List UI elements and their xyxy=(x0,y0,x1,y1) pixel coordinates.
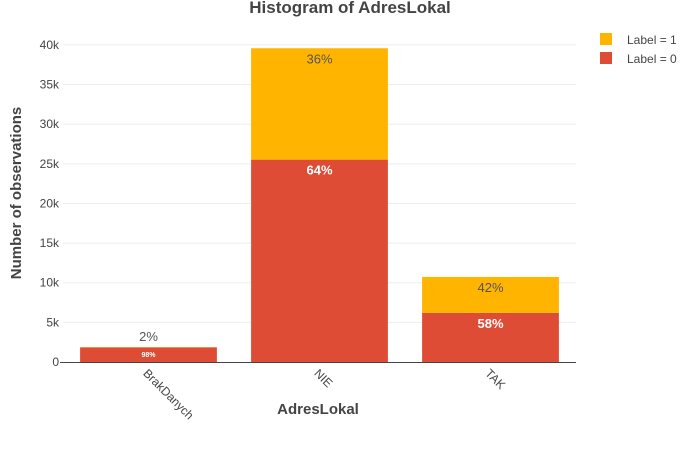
data-label: 36% xyxy=(306,51,332,66)
y-tick-label: 10k xyxy=(40,276,60,290)
data-label: 2% xyxy=(139,329,158,344)
y-axis: 0 5k 10k 15k 20k 25k 30k 35k 40k xyxy=(40,38,60,369)
y-tick-label: 40k xyxy=(40,38,60,52)
x-tick-label: TAK xyxy=(482,366,508,392)
x-tick-label: BrakDanych xyxy=(140,366,196,422)
legend-label: Label = 1 xyxy=(627,33,677,47)
legend-swatch xyxy=(600,52,612,64)
y-axis-title: Number of observations xyxy=(8,107,25,280)
legend-label: Label = 0 xyxy=(627,52,677,66)
x-tick-label: NIE xyxy=(311,366,335,390)
data-label: 58% xyxy=(477,316,503,331)
legend: Label = 1 Label = 0 xyxy=(600,33,677,66)
y-tick-label: 0 xyxy=(52,355,59,369)
y-tick-label: 20k xyxy=(40,196,60,210)
y-tick-label: 25k xyxy=(40,157,60,171)
bar-segment-label-0 xyxy=(251,160,388,362)
y-tick-label: 15k xyxy=(40,236,60,250)
data-label: 42% xyxy=(477,280,503,295)
data-label: 64% xyxy=(306,163,332,178)
y-tick-label: 35k xyxy=(40,78,60,92)
legend-swatch xyxy=(600,33,612,45)
data-label: 98% xyxy=(141,352,156,359)
y-tick-label: 30k xyxy=(40,117,60,131)
x-axis-title: AdresLokal xyxy=(277,401,359,418)
y-tick-label: 5k xyxy=(46,315,60,329)
chart-title: Histogram of AdresLokal xyxy=(249,0,451,17)
